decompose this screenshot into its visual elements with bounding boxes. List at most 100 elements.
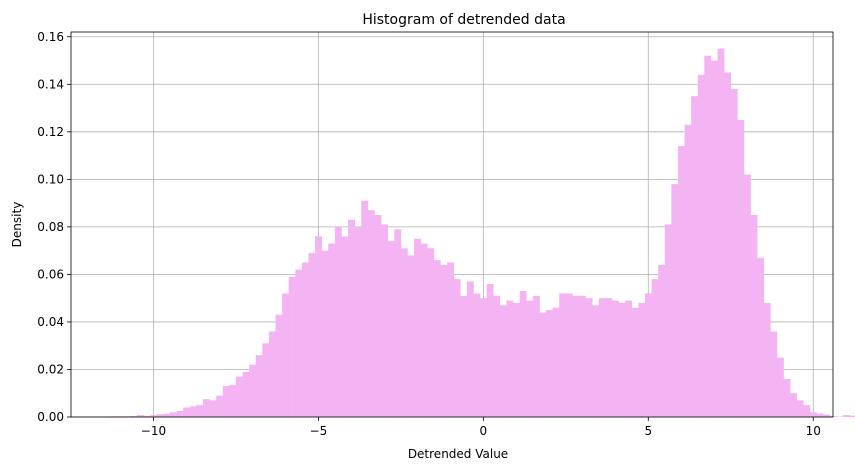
x-tick-label: −5 [310,424,328,438]
histogram-bar [658,264,666,417]
histogram-bar [262,343,270,417]
x-tick-label: 0 [480,424,488,438]
histogram-bar [724,72,732,417]
y-tick-label: 0.04 [37,315,64,329]
histogram-bar [453,279,461,417]
histogram-bar [447,262,454,417]
histogram-bar [420,243,428,417]
x-tick-label: −10 [141,424,166,438]
y-axis-ticks: 0.00 0.02 0.04 0.06 0.08 0.10 0.12 0.14 0.16 [37,30,71,424]
histogram-bar [163,413,171,417]
histogram-bar [466,281,474,417]
histogram-bar [315,236,323,417]
histogram-bar [677,146,685,417]
histogram-bar [354,226,362,417]
histogram-bar [308,253,316,417]
histogram-bar [235,376,243,417]
histogram-bars [110,48,855,418]
histogram-bar [506,300,514,417]
histogram-bar [433,260,441,417]
y-tick-label: 0.10 [37,172,64,186]
histogram-bar [202,399,210,417]
histogram-bar [150,415,158,417]
histogram-bar [651,279,659,417]
histogram-bar [189,406,197,417]
histogram-bar [644,293,652,417]
histogram-bar [585,298,593,417]
histogram-bar [460,295,468,417]
histogram-bar [328,243,336,417]
histogram-bar [176,411,184,417]
histogram-bar [579,295,586,417]
histogram-bar [790,393,798,417]
histogram-bar [196,405,204,417]
histogram-bar [394,229,402,417]
histogram-bar [572,295,580,417]
histogram-bar [268,331,276,417]
histogram-bar [796,400,804,417]
x-tick-label: 10 [806,424,821,438]
histogram-bar [526,300,534,417]
histogram-bar [625,300,633,417]
histogram-bar [697,74,705,418]
histogram-bar [849,415,855,417]
histogram-bar [710,60,718,417]
y-tick-label: 0.06 [37,267,64,281]
y-tick-label: 0.14 [37,77,64,91]
histogram-bar [183,407,191,417]
histogram-bar [427,248,435,417]
histogram-bar [209,400,217,417]
histogram-bar [717,48,725,417]
histogram-bar [664,224,672,417]
histogram-bar [737,119,745,417]
y-tick-label: 0.12 [37,125,64,139]
y-tick-label: 0.00 [37,410,64,424]
histogram-bar [143,415,151,417]
y-tick-label: 0.16 [37,30,64,44]
histogram-bar [480,298,487,417]
histogram-bar [565,293,573,417]
y-tick-label: 0.08 [37,220,64,234]
histogram-bar [750,214,758,417]
histogram-bar [539,312,547,417]
histogram-bar [222,386,230,417]
histogram-bar [169,412,177,417]
histogram-bar [618,302,626,417]
x-axis-label: Detrended Value [408,447,508,461]
histogram-bar [684,124,692,418]
histogram-bar [242,371,250,417]
histogram-bar [374,214,382,417]
histogram-bar [275,314,283,417]
histogram-bar [592,305,600,417]
histogram-bar [414,238,421,417]
y-tick-label: 0.02 [37,362,64,376]
histogram-bar [757,257,765,417]
histogram-bar [809,412,817,417]
histogram-bar [638,302,646,417]
histogram-bar [842,415,850,417]
histogram-bar [704,55,712,417]
histogram-bar [552,307,560,417]
histogram-bar [513,302,520,417]
histogram-bar [691,96,699,418]
histogram-bar [631,307,639,417]
histogram-bar [605,298,613,417]
histogram-bar [559,293,567,417]
histogram-bar [532,295,540,417]
histogram-bar [743,174,751,417]
histogram-bar [671,184,679,417]
histogram-bar [229,384,237,417]
x-axis-ticks: −10 −5 0 5 10 [141,417,821,438]
histogram-bar [156,414,164,417]
histogram-bar [255,355,263,417]
histogram-bar [400,248,408,417]
histogram-bar [136,415,144,417]
histogram-bar [348,219,355,417]
histogram-bar [546,310,553,417]
histogram-bar [611,300,619,417]
histogram-bar [823,414,831,417]
histogram-bar [776,357,784,417]
histogram-bar [486,283,494,417]
histogram-bar [763,302,771,417]
